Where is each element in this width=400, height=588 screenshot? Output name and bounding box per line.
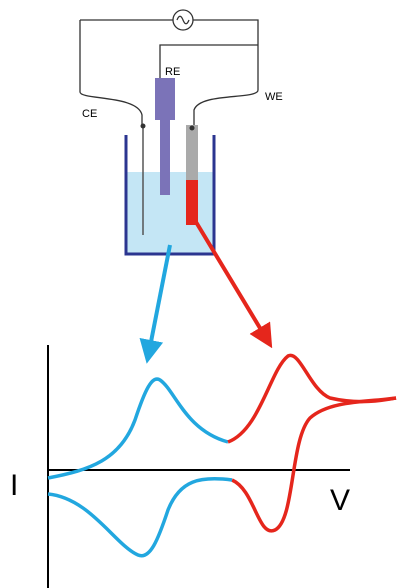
reverse-scan — [231, 396, 397, 533]
forward-scan — [227, 353, 397, 444]
forward-scan — [47, 377, 229, 480]
we-label: WE — [265, 91, 283, 103]
working-electrode — [186, 125, 198, 180]
wire — [79, 20, 143, 125]
ce-label: CE — [82, 108, 97, 120]
y-axis-label: I — [10, 469, 18, 502]
working-electrode-tip — [186, 180, 198, 225]
reference-electrode — [160, 120, 170, 195]
connector — [140, 123, 146, 129]
wire — [80, 19, 259, 125]
cv-curve — [47, 353, 397, 558]
x-axis-label: V — [330, 484, 350, 517]
ac-source — [172, 9, 194, 31]
reverse-scan — [47, 476, 233, 558]
reference-electrode — [155, 78, 175, 120]
arrow — [194, 220, 273, 349]
circuit — [79, 9, 259, 125]
re-label: RE — [165, 66, 180, 78]
connector — [189, 125, 195, 131]
wire — [159, 44, 258, 78]
arrow — [139, 244, 172, 364]
ac-symbol — [176, 15, 190, 25]
